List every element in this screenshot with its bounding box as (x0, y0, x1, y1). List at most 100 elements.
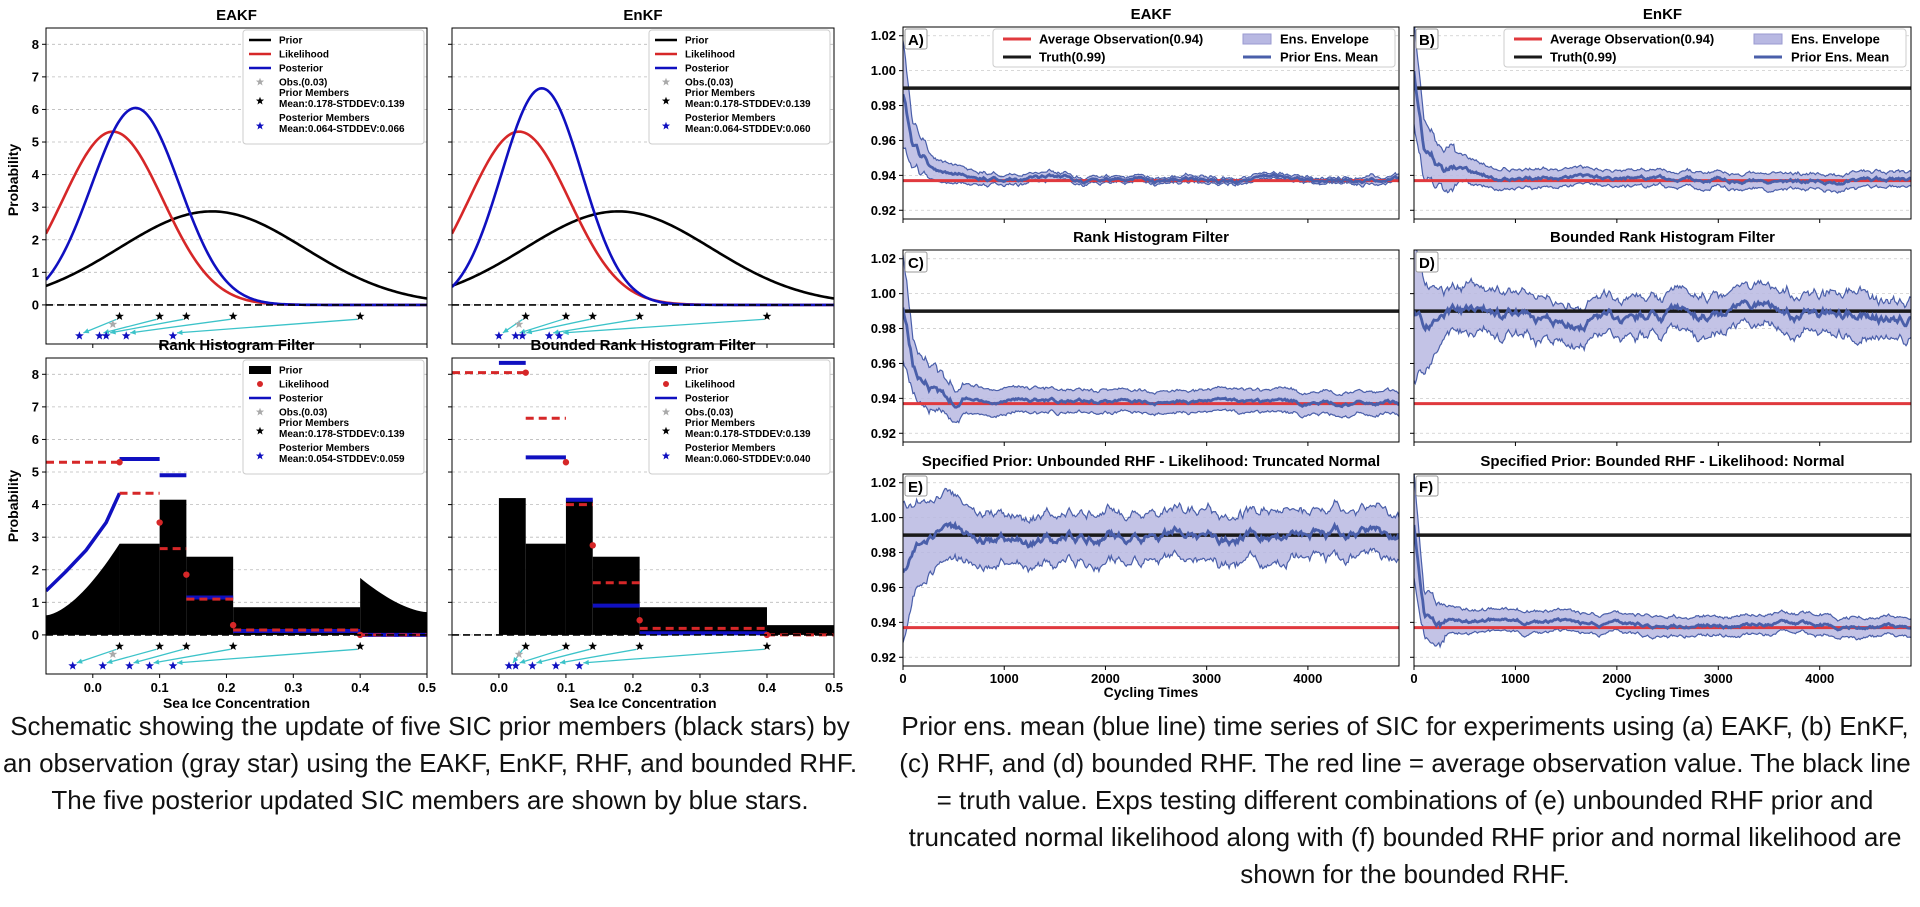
update-arrow (553, 318, 637, 334)
legend-label-envelope: Ens. Envelope (1791, 32, 1880, 47)
legend-label-posterior-stats: Mean:0.064-STDDEV:0.066 (279, 124, 405, 135)
prior-member-star (181, 311, 191, 321)
arrow-head (583, 659, 589, 666)
legend-label-envelope: Ens. Envelope (1280, 32, 1369, 47)
legend-label-posterior-stats: Mean:0.060-STDDEV:0.040 (685, 454, 811, 465)
update-arrow (519, 648, 564, 664)
legend-swatch-posterior-members (661, 451, 671, 460)
update-arrow (176, 648, 358, 664)
y-tick-label: 0.92 (871, 426, 896, 441)
legend-box (242, 29, 425, 145)
legend-box (242, 359, 425, 475)
legend-label-likelihood: Likelihood (685, 50, 735, 61)
ensemble-envelope (903, 40, 1399, 187)
prior-ens-mean-line (1414, 299, 1911, 333)
panel-rhf (42, 357, 428, 678)
x-tick-label: 2000 (1602, 671, 1631, 686)
legend-swatch-envelope (1753, 33, 1783, 45)
plot-area-B (1414, 27, 1911, 211)
arrow-head (519, 658, 526, 664)
arrow-head (83, 328, 90, 334)
legend-swatch-prior-members (661, 426, 671, 435)
arrow-head (153, 659, 160, 665)
y-tick-label: 0.98 (871, 321, 896, 336)
y-tick-label: 0.92 (871, 650, 896, 665)
panel-A (899, 26, 1400, 223)
prior-member-star (762, 641, 772, 651)
y-tick-label: 3 (32, 530, 39, 545)
x-tick-label: 0.2 (624, 680, 642, 695)
series-prior (46, 210, 427, 300)
axes-frame (1413, 249, 1912, 443)
envelope-lower (903, 147, 1399, 188)
x-tick-label: 0.3 (284, 680, 302, 695)
y-tick-label: 1.02 (871, 251, 896, 266)
panel-D (1410, 249, 1912, 446)
axes-frame (1413, 26, 1912, 220)
legend-swatch-likelihood (663, 381, 669, 387)
arrow-head (106, 658, 113, 664)
panel-letter-box (904, 475, 928, 497)
update-arrow (83, 318, 117, 334)
legend-label-posterior-stats: Mean:0.064-STDDEV:0.060 (685, 124, 811, 135)
series-prior (452, 210, 834, 300)
legend-label-posterior-members: Posterior Members (685, 443, 776, 454)
legend-label-prior-members: Prior Members (279, 88, 349, 99)
x-tick-label: 0.3 (691, 680, 709, 695)
y-tick-label: 3 (32, 200, 39, 215)
arrow-head (177, 329, 183, 336)
prior-ens-mean-line (903, 307, 1399, 409)
update-arrow (133, 648, 184, 664)
likelihood-point (562, 459, 570, 466)
posterior-member-star (517, 331, 527, 340)
posterior-member-star (125, 661, 134, 670)
y-tick-label: 8 (32, 37, 39, 52)
legend-label-posterior-members: Posterior Members (279, 113, 370, 124)
posterior-member-star (504, 661, 514, 670)
y-tick-label: 7 (32, 399, 39, 414)
prior-bin (565, 499, 593, 635)
plot-area-E (903, 482, 1399, 658)
arrow-head (512, 656, 519, 663)
y-tick-label: 0.96 (871, 580, 896, 595)
panel-letter-box (1415, 475, 1439, 497)
panel-F (1410, 473, 1912, 670)
y-tick-label: 0.98 (871, 98, 896, 113)
posterior-member-star (574, 661, 584, 670)
update-arrow (153, 648, 231, 664)
likelihood-point (116, 459, 123, 466)
legend-label-prior-stats: Mean:0.178-STDDEV:0.139 (279, 429, 405, 440)
legend-swatch-posterior-members (255, 451, 265, 460)
posterior-member-star (511, 661, 521, 670)
envelope-lower (1414, 124, 1911, 194)
arrow-head (536, 658, 543, 665)
prior-member-star (521, 641, 531, 651)
plot-area-eakf (46, 43, 427, 340)
panel-brhf (448, 357, 835, 678)
panel-eakf (42, 27, 428, 348)
panel-title: Rank Histogram Filter (1073, 229, 1229, 246)
prior-bin (592, 556, 640, 635)
posterior-member-star (98, 661, 108, 670)
x-tick-label: 0.4 (351, 680, 370, 695)
posterior-member-star (511, 331, 521, 340)
x-tick-label: 3000 (1192, 671, 1221, 686)
axes-frame (45, 357, 428, 675)
legend-label-posterior-members: Posterior Members (279, 443, 370, 454)
y-tick-label: 1.02 (871, 475, 896, 490)
prior-member-star (228, 641, 238, 651)
envelope-upper (1414, 474, 1911, 622)
update-arrow (130, 318, 231, 334)
prior-member-star (561, 641, 571, 651)
panel-E (899, 473, 1400, 670)
legend-label-truth: Truth(0.99) (1039, 50, 1105, 65)
arrow-head (133, 658, 140, 664)
posterior-member-star (95, 331, 104, 340)
legend-label-prior: Prior (279, 366, 302, 377)
posterior-member-star (168, 331, 178, 340)
update-arrow (519, 318, 564, 334)
arrow-head (553, 329, 559, 335)
axes-frame (902, 473, 1400, 667)
panel-title: EAKF (1131, 6, 1172, 23)
y-tick-label: 1 (32, 265, 39, 280)
